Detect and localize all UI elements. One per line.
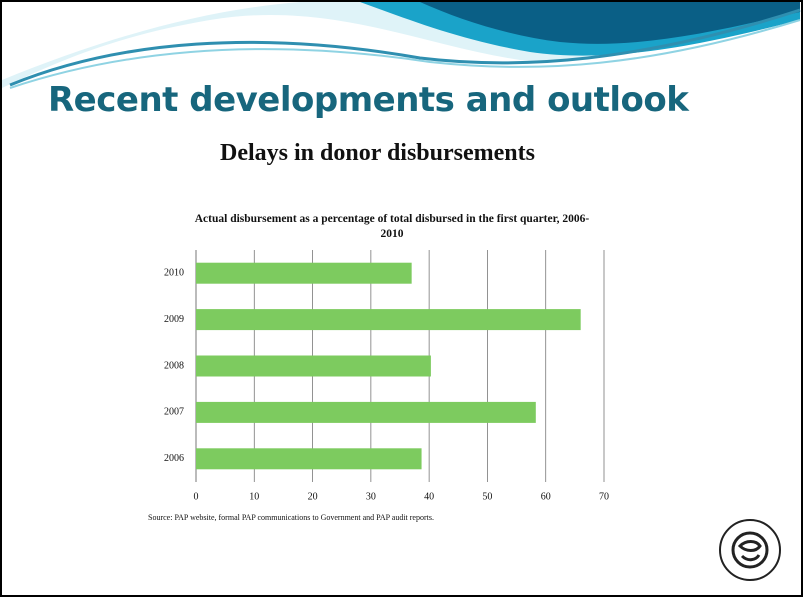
x-tick-label: 60 (541, 491, 551, 502)
y-tick-label: 2007 (164, 407, 184, 418)
x-tick-label: 30 (366, 491, 376, 502)
x-tick-label: 10 (249, 491, 259, 502)
x-tick-label: 20 (308, 491, 318, 502)
wave-decoration (2, 2, 801, 89)
x-tick-label: 50 (482, 491, 492, 502)
bar (196, 355, 431, 377)
y-tick-label: 2008 (164, 360, 184, 371)
x-tick-label: 70 (599, 491, 609, 502)
bar (196, 448, 422, 470)
y-tick-label: 2006 (164, 453, 184, 464)
imf-logo (719, 519, 781, 581)
x-tick-label: 40 (424, 491, 434, 502)
y-tick-label: 2010 (164, 267, 184, 278)
bar (196, 401, 536, 423)
bar (196, 262, 412, 284)
slide-title: Recent developments and outlook (48, 80, 689, 120)
bar (196, 309, 581, 331)
x-tick-label: 0 (194, 491, 199, 502)
source-note: Source: PAP website, formal PAP communic… (148, 513, 434, 522)
chart-title: Actual disbursement as a percentage of t… (194, 213, 590, 240)
y-tick-label: 2009 (164, 314, 184, 325)
slide-subtitle: Delays in donor disbursements (220, 140, 535, 166)
